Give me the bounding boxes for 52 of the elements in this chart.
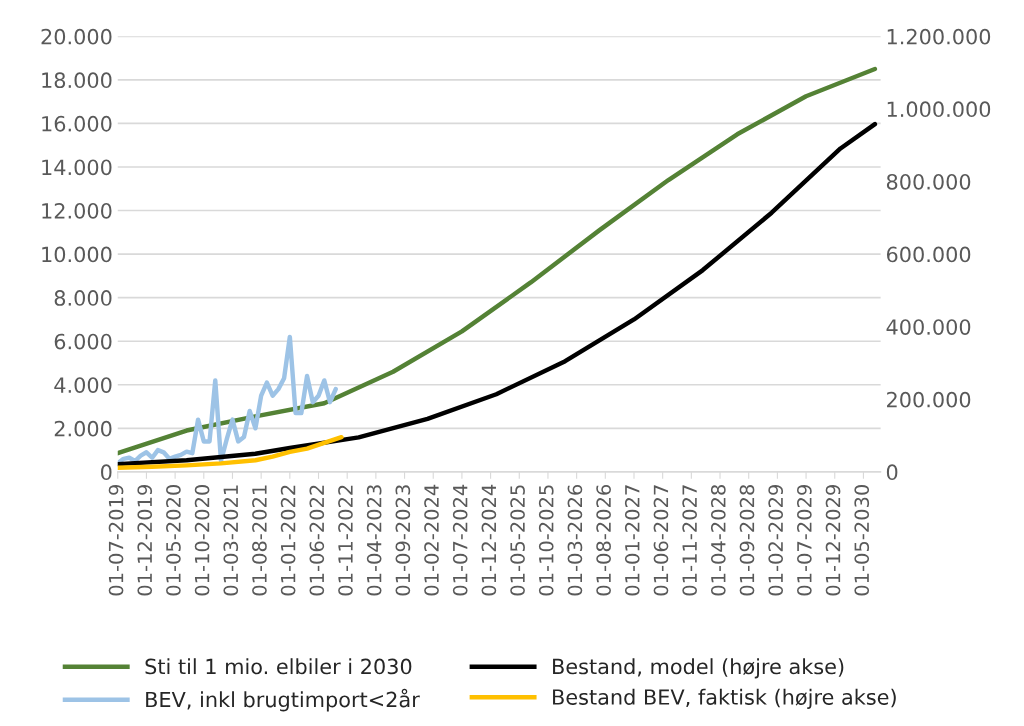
x-tick-label: 01-01-2022 [280,485,296,596]
x-tick-label: 01-10-2025 [538,485,554,596]
y2-tick-label: 1.000.000 [887,101,991,118]
x-tick-label: 01-08-2026 [596,484,611,596]
x-tick-label: 01-05-2025 [510,485,525,596]
x-tick-label: 01-12-2029 [825,485,841,596]
x-tick-label: 01-08-2021 [252,485,267,596]
line-series [117,66,878,456]
x-tick-label: 01-03-2021 [223,485,239,596]
x-tick-label: 01-10-2020 [194,485,210,596]
x-tick-label: 01-09-2023 [395,485,411,596]
y2-tick-label: 0 [886,464,898,481]
y2-tick-label: 400.000 [886,319,971,335]
x-tick-label: 01-04-2028 [710,485,726,596]
line-series [117,121,878,467]
y-tick-label: 12.000 [42,202,112,219]
x-tick-label: 01-04-2023 [366,485,382,596]
x-tick-label: 01-05-2020 [166,485,181,596]
legend-label: Sti til 1 mio. elbiler i 2030 [145,658,412,675]
x-tick-label: 01-02-2024 [424,484,439,596]
x-tick-label: 01-09-2028 [739,485,755,596]
x-tick-label: 01-01-2027 [624,485,640,596]
x-tick-label: 01-05-2030 [854,485,870,596]
y-tick-label: 8.000 [54,290,112,306]
legend-label: Bestand BEV, faktisk (højre akse) [553,688,896,709]
x-tick-label: 01-02-2029 [768,485,784,596]
x-tick-label: 01-07-2029 [797,485,812,596]
x-tick-label: 01-11-2022 [338,485,353,596]
y-tick-label: 10.000 [42,246,112,263]
y-tick-label: 16.000 [42,115,112,132]
x-tick-label: 01-11-2027 [682,485,697,596]
y-tick-label: 20.000 [41,28,112,45]
x-tick-label: 01-07-2019 [108,485,124,596]
y-tick-label: 18.000 [42,72,112,89]
y2-tick-label: 1.200.000 [887,28,991,45]
x-tick-label: 01-12-2024 [481,484,497,596]
y-tick-label: 14.000 [42,159,112,176]
y2-tick-label: 600.000 [886,246,971,263]
y-tick-label: 6.000 [54,333,112,350]
x-tick-label: 01-06-2027 [653,485,669,596]
legend-label: Bestand, model (højre akse) [553,658,844,679]
legend-label: BEV, inkl brugtimport<2år [146,688,420,712]
x-tick-label: 01-12-2019 [137,485,153,596]
y-tick-label: 2.000 [54,420,112,437]
x-tick-label: 01-03-2026 [567,484,583,596]
y-tick-label: 4.000 [54,377,112,393]
x-tick-label: 01-06-2022 [309,485,325,596]
line-series [117,434,344,470]
x-tick-label: 01-07-2024 [452,484,468,596]
y-tick-label: 0 [101,464,112,481]
y2-tick-label: 200.000 [887,391,971,408]
y2-tick-label: 800.000 [886,173,971,190]
